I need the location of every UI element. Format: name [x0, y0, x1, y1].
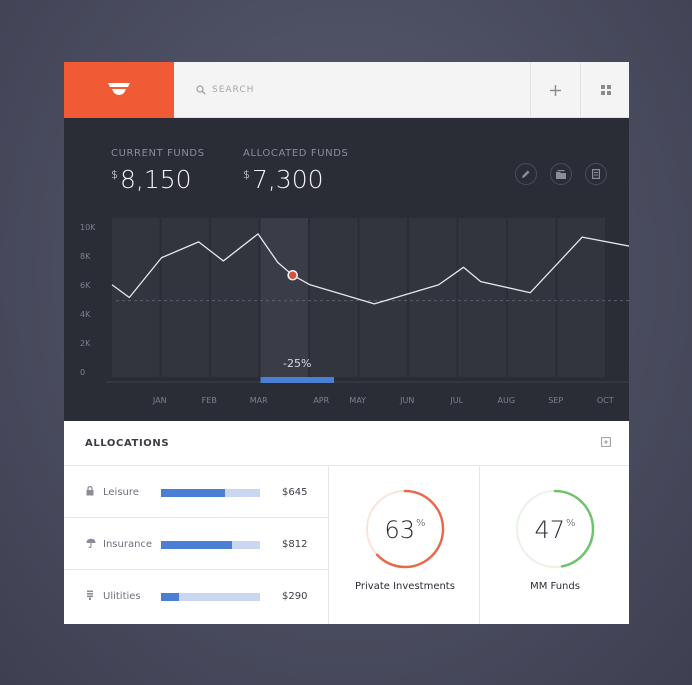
y-tick-label: 4K [80, 310, 91, 319]
document-button[interactable] [585, 163, 607, 185]
plug-icon [87, 590, 93, 600]
donut-value: 63 [384, 516, 416, 544]
folder-button[interactable] [550, 163, 572, 185]
donut-ring [515, 489, 595, 569]
chart-column [359, 218, 407, 377]
allocation-amount: $290 [282, 591, 308, 602]
allocated-funds: ALLOCATED FUNDS $ 7,300 [243, 148, 348, 194]
umbrella-icon [86, 538, 96, 548]
donut-label: MM Funds [530, 581, 580, 592]
chart-column [310, 218, 358, 377]
folder-icon [556, 169, 566, 179]
document-icon [592, 169, 600, 179]
finance-dashboard-card: SEARCH CURRENT FUNDS $ 8,150 [64, 62, 629, 624]
x-tick-label: MAR [250, 396, 268, 405]
donut-ring [365, 489, 445, 569]
funds-line-chart: 10K 8K 6K 4K 2K 0 -25% JAN FEB MAR APR MAY JUN JUL AUG… [80, 218, 629, 405]
donut-private-investments[interactable]: 63% Private Investments [330, 466, 480, 624]
search-bar[interactable]: SEARCH [174, 62, 530, 118]
allocation-row-leisure[interactable]: Leisure $645 [64, 466, 329, 518]
chart-column [557, 218, 605, 377]
grid-icon [600, 85, 611, 95]
x-tick-label: JUN [399, 396, 414, 405]
x-tick-label: SEP [548, 396, 563, 405]
allocation-amount: $645 [282, 487, 308, 498]
x-tick-label: OCT [597, 396, 614, 405]
logo[interactable] [64, 62, 174, 118]
y-tick-label: 10K [80, 223, 96, 232]
funds-panel: CURRENT FUNDS $ 8,150 ALLOCATED FUNDS $ … [64, 118, 629, 421]
donut-mm-funds[interactable]: 47% MM Funds [480, 466, 629, 624]
chart-column [161, 218, 209, 377]
grid-view-button[interactable] [580, 62, 629, 118]
chart-column [211, 218, 259, 377]
allocation-bar [161, 593, 260, 601]
allocated-funds-value: 7,300 [252, 165, 324, 194]
expand-icon[interactable] [601, 437, 611, 447]
highlight-point [287, 269, 298, 281]
allocations-title: ALLOCATIONS [85, 438, 170, 449]
allocation-label: Leisure [103, 487, 139, 498]
chart-column [508, 218, 556, 377]
y-tick-label: 2K [80, 339, 91, 348]
donut-arc [365, 489, 445, 569]
chart-column [409, 218, 457, 377]
x-tick-label: MAY [349, 396, 366, 405]
edit-button[interactable] [515, 163, 537, 185]
y-tick-label: 0 [80, 368, 85, 377]
highlight-annotation: -25% [283, 357, 311, 370]
donut-unit: % [416, 518, 426, 529]
allocations-header: ALLOCATIONS [64, 421, 629, 466]
allocated-funds-currency: $ [243, 168, 250, 181]
allocation-bar-fill [161, 593, 179, 601]
search-icon [196, 85, 206, 95]
current-funds-label: CURRENT FUNDS [111, 148, 205, 159]
logo-icon [108, 83, 130, 95]
allocation-bar-fill [161, 541, 233, 549]
chart-column [260, 218, 308, 377]
current-funds-currency: $ [111, 168, 118, 181]
y-tick-label: 8K [80, 252, 91, 261]
x-tick-label: JAN [152, 396, 167, 405]
allocation-amount: $812 [282, 539, 308, 550]
y-tick-label: 6K [80, 281, 91, 290]
allocation-bar [161, 541, 260, 549]
donut-value: 47 [534, 516, 566, 544]
current-funds: CURRENT FUNDS $ 8,150 [111, 148, 205, 194]
plus-icon [550, 84, 561, 96]
donut-unit: % [566, 518, 576, 529]
lock-icon [86, 486, 94, 496]
allocation-bar [161, 489, 260, 497]
x-tick-label: JUL [449, 396, 463, 405]
x-tick-label: FEB [202, 396, 217, 405]
add-button[interactable] [530, 62, 580, 118]
top-bar: SEARCH [64, 62, 629, 118]
allocation-label: Insurance [103, 539, 153, 550]
allocation-bar-fill [161, 489, 226, 497]
series-line [111, 233, 629, 305]
allocated-funds-label: ALLOCATED FUNDS [243, 148, 349, 159]
donut-arc [515, 489, 595, 569]
search-input[interactable]: SEARCH [212, 85, 255, 95]
chart-column [112, 218, 160, 377]
x-tick-label: AUG [497, 396, 515, 405]
allocation-label: Ulitities [103, 591, 141, 602]
allocation-row-insurance[interactable]: Insurance $812 [64, 518, 329, 570]
chart-column [458, 218, 506, 377]
x-tick-label: APR [313, 396, 329, 405]
pencil-icon [522, 170, 530, 178]
current-funds-value: 8,150 [120, 165, 192, 194]
highlight-bar [260, 377, 334, 383]
allocation-row-utilities[interactable]: Ulitities $290 [64, 570, 329, 622]
donut-label: Private Investments [355, 581, 455, 592]
allocation-list: Leisure $645 Insurance $812 Ulitities $2… [64, 466, 329, 624]
